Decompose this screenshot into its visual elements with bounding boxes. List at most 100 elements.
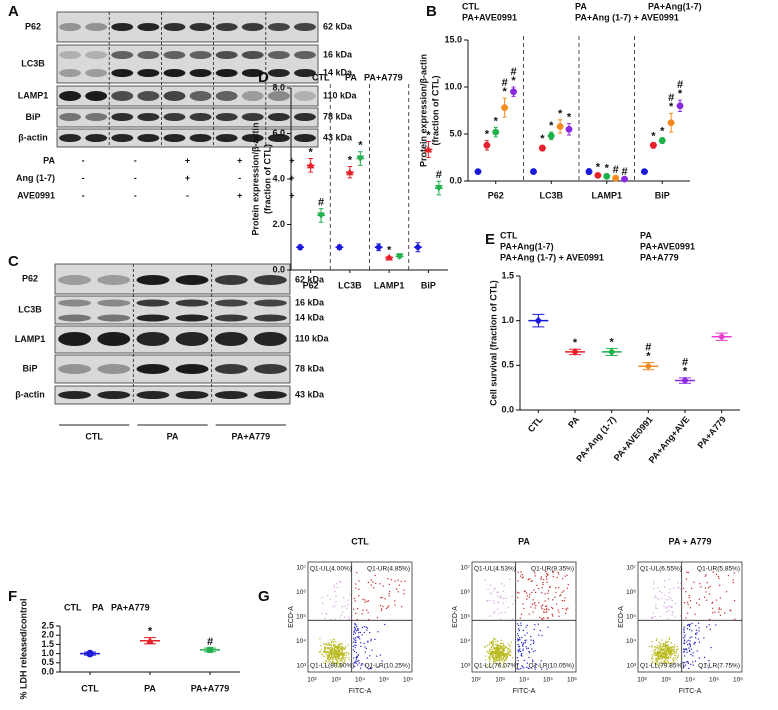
event-dot (522, 666, 524, 668)
event-dot (559, 595, 561, 597)
event-dot (658, 651, 661, 653)
event-dot (354, 623, 356, 625)
event-dot (704, 575, 706, 577)
significance-mark: * (567, 112, 572, 124)
blot-band (136, 364, 170, 374)
event-dot (662, 645, 664, 647)
event-dot (695, 629, 698, 631)
event-dot (381, 660, 383, 662)
blot-band (189, 91, 212, 101)
event-dot (339, 617, 341, 619)
event-dot (694, 642, 696, 644)
event-dot (655, 659, 657, 661)
blot-band (175, 314, 209, 322)
event-dot (526, 662, 528, 664)
event-dot (493, 660, 495, 662)
event-dot (338, 647, 341, 649)
event-dot (522, 644, 524, 646)
event-dot (654, 597, 656, 599)
event-dot (332, 653, 335, 656)
event-dot (333, 662, 335, 664)
event-dot (522, 642, 525, 644)
event-dot (541, 608, 543, 610)
event-dot (506, 657, 508, 659)
event-dot (326, 644, 329, 646)
event-dot (333, 639, 335, 641)
event-dot (326, 653, 328, 655)
event-dot (655, 660, 657, 662)
event-dot (507, 653, 509, 655)
event-dot (498, 657, 501, 659)
event-dot (370, 668, 372, 670)
event-dot (491, 653, 493, 656)
event-dot (382, 605, 384, 608)
event-dot (324, 647, 326, 649)
blot-band (111, 69, 134, 77)
quadrant-label: Q1-UR(9.35%) (531, 566, 574, 573)
blot-band (136, 314, 170, 322)
event-dot (506, 646, 508, 648)
event-dot (355, 662, 357, 664)
event-dot (652, 612, 654, 615)
event-dot (494, 652, 497, 654)
event-dot (676, 646, 679, 648)
event-dot (333, 645, 335, 647)
event-dot (352, 633, 355, 635)
event-dot (498, 649, 500, 651)
event-dot (659, 652, 662, 654)
event-dot (337, 652, 340, 655)
event-dot (496, 591, 498, 593)
event-dot (672, 658, 674, 660)
treatment-sign: - (238, 173, 241, 183)
event-dot (685, 591, 687, 593)
event-dot (528, 650, 530, 653)
event-dot (519, 617, 521, 619)
event-dot (661, 649, 664, 651)
event-dot (491, 656, 494, 658)
significance-mark: * (669, 101, 674, 113)
event-dot (339, 653, 341, 656)
event-dot (493, 602, 495, 605)
event-dot (540, 578, 542, 580)
event-dot (532, 639, 535, 641)
event-dot (677, 587, 679, 589)
event-dot (334, 647, 336, 649)
event-dot (685, 578, 688, 580)
event-dot (705, 663, 707, 665)
event-dot (323, 662, 325, 664)
event-dot (374, 574, 376, 577)
treatment-label: AVE0991 (17, 190, 55, 200)
event-dot (530, 639, 532, 641)
event-dot (404, 580, 406, 582)
event-dot (342, 655, 344, 657)
event-dot (671, 651, 673, 653)
x-tick-label: 10³ (495, 677, 505, 684)
blot-strip (56, 107, 319, 128)
event-dot (497, 650, 499, 652)
event-dot (335, 595, 337, 597)
event-dot (323, 643, 325, 645)
quadrant-label: Q1-UL(6.55%) (640, 566, 682, 573)
event-dot (669, 651, 671, 653)
event-dot (655, 652, 658, 655)
event-dot (654, 615, 656, 618)
event-dot (689, 607, 691, 609)
event-dot (333, 653, 335, 655)
event-dot (661, 648, 663, 650)
quadrant-label: Q1-LL(76.07%) (474, 663, 518, 670)
event-dot (335, 651, 338, 653)
event-dot (362, 598, 364, 601)
blot-band (267, 91, 290, 101)
x-tick-label: LAMP1 (591, 190, 622, 200)
event-dot (522, 645, 524, 647)
blot-band (85, 91, 108, 101)
blot-row-label: LC3B (18, 304, 42, 314)
event-dot (656, 652, 659, 654)
event-dot (673, 659, 675, 661)
event-dot (369, 667, 372, 669)
event-dot (357, 628, 359, 630)
event-dot (561, 591, 563, 593)
event-dot (684, 648, 686, 651)
event-dot (502, 653, 505, 655)
event-dot (486, 650, 488, 652)
